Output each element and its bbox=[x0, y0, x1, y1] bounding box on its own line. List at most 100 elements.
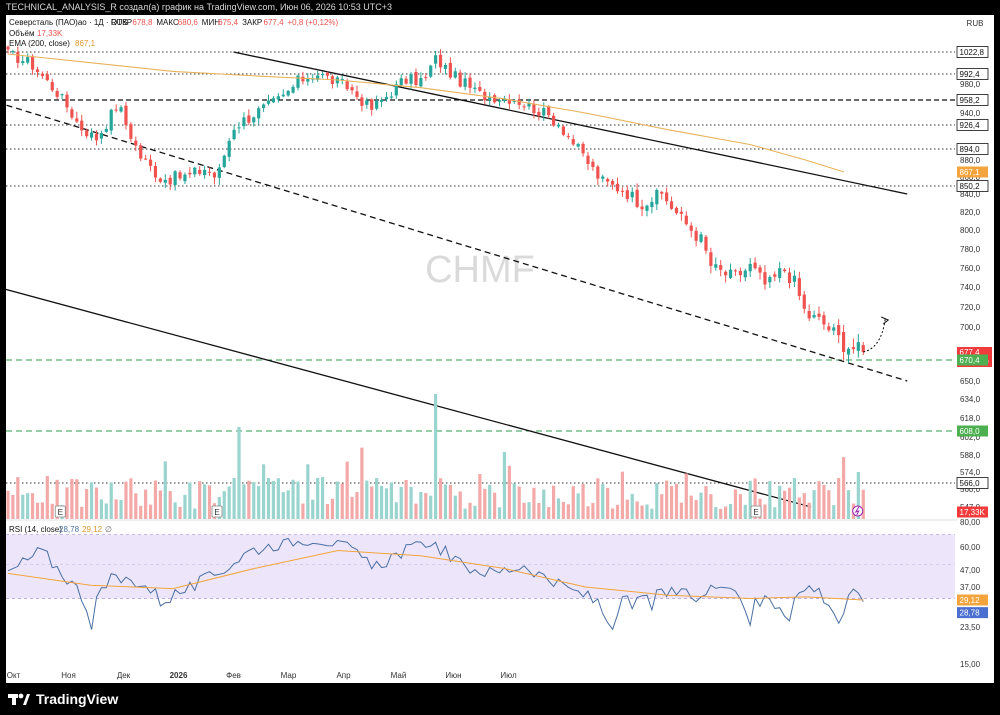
candle bbox=[55, 87, 59, 100]
volume-bar bbox=[281, 492, 285, 519]
candle bbox=[468, 73, 472, 94]
legend-volume-label: Объём bbox=[9, 29, 35, 38]
volume-bar bbox=[596, 478, 600, 519]
candle bbox=[679, 206, 683, 221]
volume-bar bbox=[320, 477, 325, 519]
candle-body bbox=[783, 269, 787, 272]
candle-body bbox=[635, 189, 639, 207]
candle-body bbox=[286, 90, 290, 96]
candle-body bbox=[134, 140, 138, 146]
candle bbox=[379, 97, 384, 107]
candle-body bbox=[438, 54, 443, 68]
candle-body bbox=[414, 72, 418, 85]
candle bbox=[330, 74, 335, 89]
volume-bar bbox=[797, 497, 801, 519]
candle bbox=[527, 98, 531, 110]
candle-body bbox=[296, 75, 300, 88]
volume-bar bbox=[679, 502, 683, 519]
volume-bar bbox=[198, 481, 202, 519]
candle bbox=[139, 143, 143, 162]
axis-tick-label: 15,00 bbox=[960, 660, 981, 669]
candle-body bbox=[399, 78, 403, 86]
candle-body bbox=[581, 143, 585, 154]
candle bbox=[129, 121, 133, 143]
volume-bar bbox=[802, 493, 806, 519]
volume-bar bbox=[50, 503, 54, 519]
candle-body bbox=[276, 96, 280, 100]
volume-bar bbox=[153, 480, 158, 519]
candle-body bbox=[212, 172, 217, 178]
candle-body bbox=[203, 169, 207, 176]
candle-body bbox=[547, 106, 551, 116]
candle-body bbox=[70, 109, 74, 118]
candle-body bbox=[512, 101, 516, 103]
candle bbox=[11, 49, 15, 55]
volume-bar bbox=[827, 490, 831, 519]
volume-bar bbox=[517, 486, 521, 519]
price-badge: 608,0 bbox=[957, 425, 988, 437]
volume-bar bbox=[591, 502, 595, 519]
candle-body bbox=[21, 61, 25, 64]
candle bbox=[846, 347, 851, 364]
axis-tick-label: 740,0 bbox=[960, 283, 981, 292]
candle-body bbox=[11, 51, 15, 53]
candle-body bbox=[65, 94, 69, 108]
price-badge-text: 992,4 bbox=[960, 70, 981, 79]
candle bbox=[689, 222, 693, 238]
candle bbox=[537, 107, 541, 121]
candle bbox=[586, 151, 590, 171]
candle bbox=[591, 158, 595, 171]
candle bbox=[80, 114, 84, 137]
candle bbox=[50, 78, 54, 93]
candle-body bbox=[35, 69, 40, 73]
candle bbox=[571, 135, 575, 146]
volume-bar bbox=[522, 502, 526, 519]
volume-bar bbox=[311, 499, 315, 519]
volume-bar bbox=[719, 508, 723, 519]
candle-body bbox=[738, 270, 742, 276]
candle-body bbox=[144, 158, 148, 160]
candle-body bbox=[355, 91, 359, 97]
volume-bar bbox=[645, 504, 649, 519]
candle-body bbox=[650, 201, 654, 208]
volume-bar bbox=[704, 486, 708, 519]
volume-bar bbox=[360, 447, 364, 519]
volume-bar bbox=[655, 483, 659, 519]
candle bbox=[134, 136, 138, 152]
candle-body bbox=[30, 56, 35, 70]
volume-bar bbox=[291, 479, 295, 519]
candle-body bbox=[773, 274, 777, 277]
volume-bar bbox=[124, 481, 128, 519]
candle bbox=[728, 263, 733, 280]
axis-tick-label: 618,0 bbox=[960, 414, 981, 423]
candle bbox=[94, 130, 99, 146]
candle bbox=[40, 71, 45, 79]
candle bbox=[89, 128, 94, 141]
volume-bar bbox=[394, 502, 398, 519]
candle-body bbox=[89, 132, 94, 138]
tradingview-logo[interactable]: TradingView bbox=[8, 691, 118, 707]
candle bbox=[856, 333, 860, 358]
candle-body bbox=[85, 130, 89, 137]
candle-body bbox=[443, 64, 448, 69]
candle-body bbox=[679, 211, 683, 214]
candle bbox=[266, 94, 271, 106]
axis-tick-label: 800,0 bbox=[960, 226, 981, 235]
candle-body bbox=[571, 139, 575, 145]
volume-bar bbox=[610, 508, 615, 519]
candle bbox=[173, 170, 177, 191]
candle-body bbox=[94, 134, 99, 141]
price-badge: 926,4 bbox=[956, 119, 989, 131]
candle bbox=[851, 338, 856, 354]
candle bbox=[104, 126, 108, 133]
candle-body bbox=[699, 234, 703, 242]
candle-body bbox=[719, 265, 723, 270]
candle bbox=[217, 163, 221, 185]
volume-bar bbox=[384, 488, 389, 519]
candle-body bbox=[217, 167, 221, 178]
candle bbox=[453, 67, 457, 79]
volume-bar bbox=[99, 499, 103, 519]
candle-body bbox=[807, 310, 811, 319]
price-badge: 958,2 bbox=[956, 94, 989, 106]
